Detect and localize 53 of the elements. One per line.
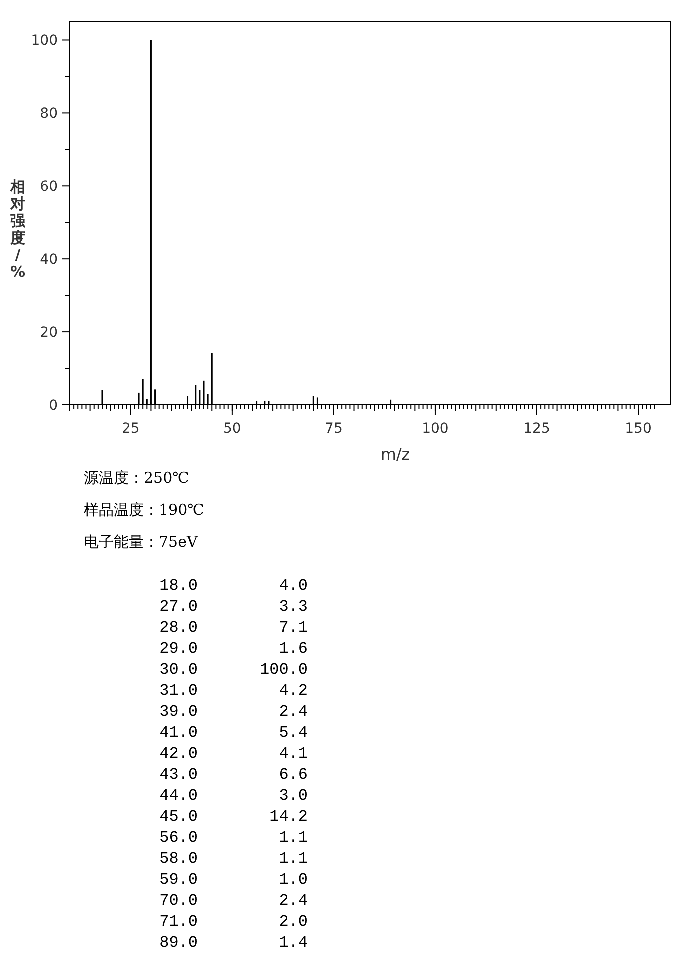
text: 45.0 [160,808,198,826]
text: 1.4 [279,934,308,952]
y-axis-title: 相对强度/% [10,178,26,281]
text: 4.0 [279,577,308,595]
text: 100.0 [260,661,308,679]
x-tick-label: 100 [422,421,449,437]
text: 43.0 [160,766,198,784]
x-axis-title: m/z [380,445,410,464]
x-tick-label: 75 [325,421,343,437]
text: 3.3 [279,598,308,616]
text: 30.0 [160,661,198,679]
text: 2.4 [279,892,308,910]
text: 71.0 [160,913,198,931]
text: 28.0 [160,619,198,637]
text: 样品温度：190℃ [84,501,204,519]
text: 2.4 [279,703,308,721]
y-tick-label: 80 [40,106,58,122]
text: 6.6 [279,766,308,784]
text: 31.0 [160,682,198,700]
x-tick-label: 25 [122,421,140,437]
x-tick-label: 150 [625,421,652,437]
text: 1.6 [279,640,308,658]
x-tick-label: 50 [224,421,242,437]
y-tick-label: 20 [40,325,58,342]
text: 42.0 [160,745,198,763]
text: 电子能量：75eV [84,533,199,551]
text: 1.0 [279,871,308,889]
text: 89.0 [160,934,198,952]
y-tick-label: 60 [40,179,58,196]
text: 4.2 [279,682,308,700]
text: 3.0 [279,787,308,805]
text: 27.0 [160,598,198,616]
text: 41.0 [160,724,198,742]
x-tick-label: 125 [524,421,550,437]
text: 59.0 [160,871,198,889]
text: 2.0 [279,913,308,931]
text: 29.0 [160,640,198,658]
text: 源温度：250℃ [84,469,190,487]
text: 56.0 [160,829,198,847]
text: 70.0 [160,892,198,910]
text: 7.1 [279,619,308,637]
y-tick-label: 100 [31,33,58,50]
text: 4.1 [279,745,308,763]
text: 58.0 [160,850,198,868]
y-tick-label: 40 [40,252,58,268]
text: 44.0 [160,787,198,805]
text: 1.1 [279,829,308,847]
y-tick-label: 0 [49,398,58,414]
text: 14.2 [270,808,308,826]
text: 1.1 [279,850,308,868]
text: 39.0 [160,703,198,721]
text: 5.4 [279,724,308,742]
text: 18.0 [160,577,198,595]
